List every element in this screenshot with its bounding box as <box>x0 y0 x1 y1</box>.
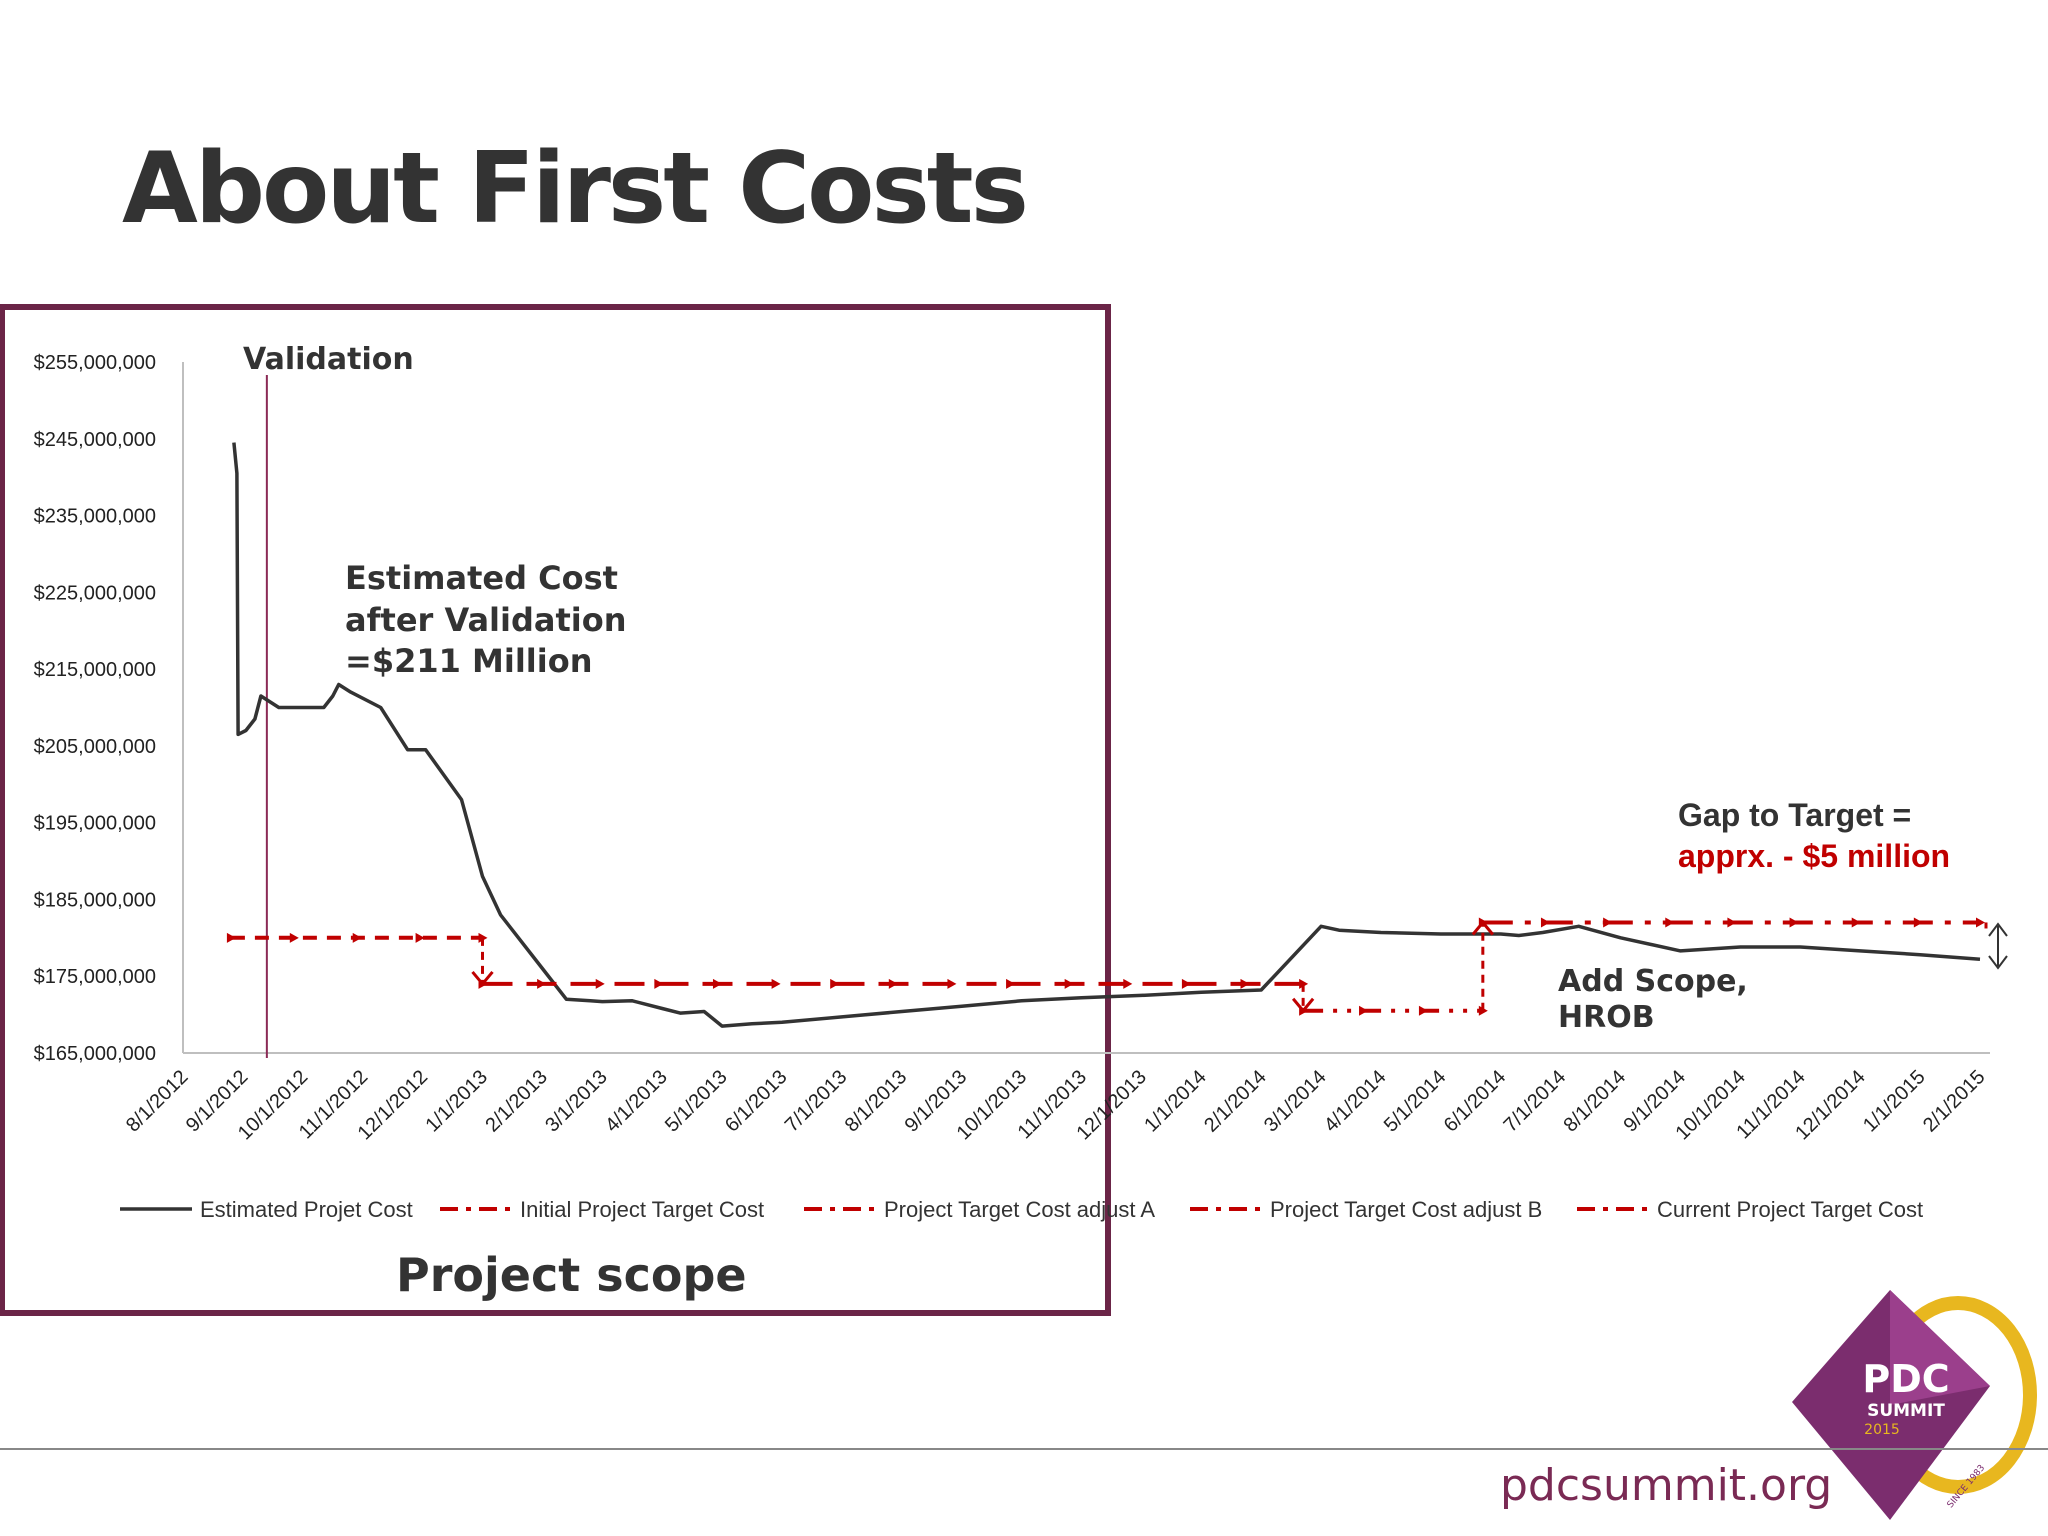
y-tick-labels: $255,000,000 $245,000,000 $235,000,000 $225… <box>34 352 156 1065</box>
x-tick-label: 7/1/2013 <box>781 1066 852 1137</box>
connector-initial-to-a-arrowhead <box>471 970 494 987</box>
connector-a-to-b-arrowhead <box>1291 997 1315 1014</box>
series-marker <box>1418 1005 1428 1016</box>
y-tick-label: $185,000,000 <box>34 889 156 911</box>
x-tick-label: 6/1/2013 <box>721 1066 792 1137</box>
series-marker <box>1540 917 1550 928</box>
series-marker <box>947 978 957 989</box>
y-tick-label: $205,000,000 <box>34 736 156 758</box>
series-marker <box>1913 917 1923 928</box>
series-marker <box>712 978 722 989</box>
connector-b-to-current-arrowhead <box>1471 920 1494 936</box>
series-marker <box>1603 917 1613 928</box>
project-scope-box <box>0 304 1111 1316</box>
y-tick-label: $195,000,000 <box>34 813 156 835</box>
x-tick-label: 5/1/2014 <box>1380 1066 1451 1137</box>
y-tick-label: $165,000,000 <box>34 1043 156 1065</box>
x-tick-label: 7/1/2014 <box>1500 1066 1571 1137</box>
add-scope-line-2: HROB <box>1558 1000 1655 1035</box>
y-tick-label: $175,000,000 <box>34 966 156 988</box>
x-tick-label: 1/1/2015 <box>1859 1066 1930 1137</box>
validation-label: Validation <box>243 342 414 377</box>
x-tick-label: 8/1/2014 <box>1560 1066 1631 1137</box>
gap-arrow <box>1988 922 2008 970</box>
gap-label-line-1: Gap to Target = <box>1678 797 1911 833</box>
legend-label: Estimated Projet Cost <box>200 1197 413 1222</box>
series-marker <box>830 978 840 989</box>
legend-label: Current Project Target Cost <box>1657 1197 1923 1222</box>
x-tick-label: 3/1/2013 <box>541 1066 612 1137</box>
footer-divider <box>0 1448 2048 1450</box>
series-marker <box>289 932 299 943</box>
estimated-cost-line-3: =$211 Million <box>345 642 593 680</box>
logo-pdc: PDC <box>1862 1357 1949 1401</box>
series-marker <box>1240 978 1250 989</box>
pdc-logo: PDC SUMMIT 2015 SINCE 1983 <box>1792 1290 2037 1520</box>
series-marker <box>1181 978 1191 989</box>
series-marker <box>1064 978 1074 989</box>
series-line-1 <box>232 442 1981 1028</box>
legend-label: Initial Project Target Cost <box>520 1197 764 1222</box>
x-tick-label: 4/1/2014 <box>1320 1066 1391 1137</box>
series-marker <box>1665 917 1675 928</box>
target-connectors <box>471 920 1988 1014</box>
x-tick-labels: 8/1/20129/1/201210/1/201211/1/201212/1/2… <box>122 1066 1990 1144</box>
x-tick-label: 5/1/2013 <box>661 1066 732 1137</box>
series-marker <box>415 932 425 943</box>
footer-url: pdcsummit.org <box>1500 1460 1833 1511</box>
gap-label-line-2: apprx. - $5 million <box>1678 838 1950 874</box>
y-tick-label: $245,000,000 <box>34 429 156 451</box>
legend: Estimated Projet Cost Initial Project Tar… <box>120 1197 1923 1222</box>
estimated-cost-line-1: Estimated Cost <box>345 559 618 597</box>
series-marker <box>1851 917 1861 928</box>
x-tick-label: 8/1/2012 <box>122 1066 193 1137</box>
x-tick-label: 3/1/2014 <box>1260 1066 1331 1137</box>
series-marker <box>537 978 547 989</box>
series-marker <box>1789 917 1799 928</box>
series-marker <box>1976 917 1985 928</box>
series-marker <box>226 932 236 943</box>
series-marker <box>1359 1005 1369 1016</box>
x-tick-label: 1/1/2014 <box>1140 1066 1211 1137</box>
x-tick-label: 6/1/2014 <box>1440 1066 1511 1137</box>
series-marker <box>771 978 781 989</box>
y-tick-label: $225,000,000 <box>34 582 156 604</box>
series-marker <box>1123 978 1133 989</box>
y-tick-label: $235,000,000 <box>34 506 156 528</box>
y-tick-label: $255,000,000 <box>34 352 156 374</box>
series-marker <box>595 978 605 989</box>
logo-summit: SUMMIT <box>1867 1401 1945 1421</box>
series-marker <box>654 978 664 989</box>
logo-year: 2015 <box>1864 1422 1900 1438</box>
series-marker <box>352 932 362 943</box>
series-marker <box>888 978 898 989</box>
x-tick-label: 4/1/2013 <box>601 1066 672 1137</box>
series-marker <box>1006 978 1016 989</box>
add-scope-line-1: Add Scope, <box>1558 964 1748 999</box>
estimated-cost-line-2: after Validation <box>345 601 627 639</box>
legend-label: Project Target Cost adjust A <box>884 1197 1155 1222</box>
x-tick-label: 2/1/2014 <box>1200 1066 1271 1137</box>
series-layer <box>226 442 1985 1028</box>
y-tick-label: $215,000,000 <box>34 659 156 681</box>
x-tick-label: 2/1/2013 <box>481 1066 552 1137</box>
project-scope-label: Project scope <box>396 1248 747 1302</box>
series-marker <box>1727 917 1737 928</box>
legend-label: Project Target Cost adjust B <box>1270 1197 1542 1222</box>
slide-title: About First Costs <box>122 132 1029 246</box>
x-tick-label: 8/1/2013 <box>841 1066 912 1137</box>
x-tick-label: 1/1/2013 <box>421 1066 492 1137</box>
x-tick-label: 2/1/2015 <box>1919 1066 1990 1137</box>
